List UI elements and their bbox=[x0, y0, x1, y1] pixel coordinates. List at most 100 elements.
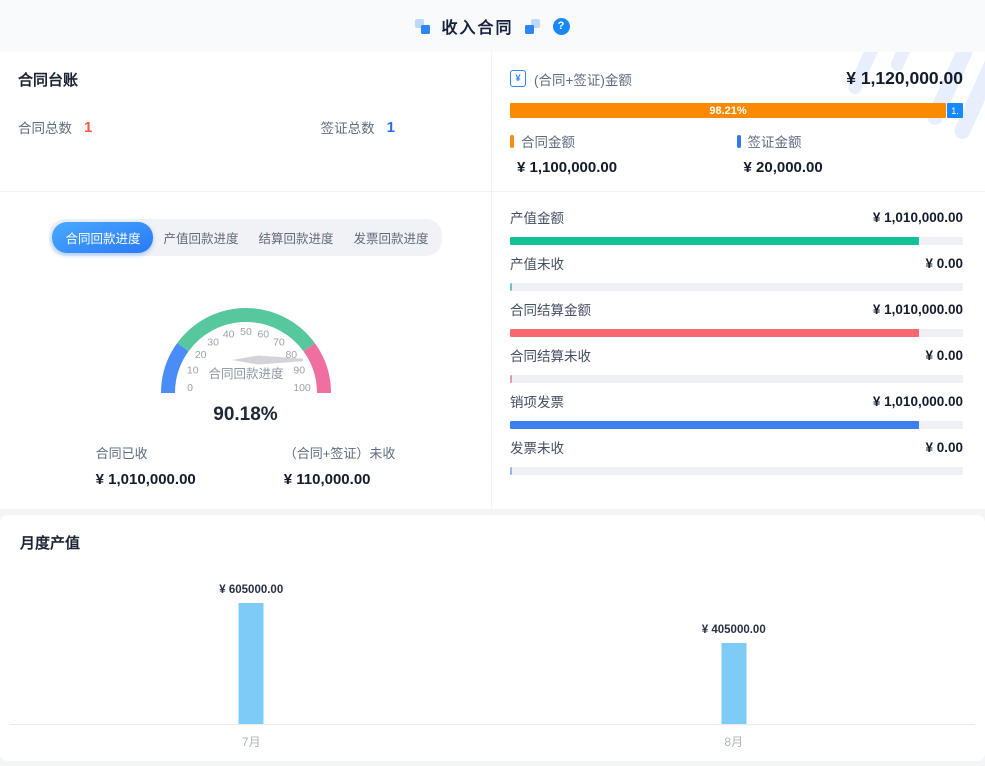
page-title: 收入合同 bbox=[441, 20, 514, 37]
contract-total-value: 1 bbox=[84, 118, 93, 136]
gauge-tick-label: 0 bbox=[187, 382, 193, 394]
gauge-segment bbox=[160, 343, 189, 394]
gauge-needle-icon bbox=[231, 355, 303, 365]
amount-total-value: ¥ 1,120,000.00 bbox=[846, 68, 963, 88]
bar-fill bbox=[510, 237, 919, 245]
bar-row-value: ¥ 0.00 bbox=[925, 255, 963, 271]
contract-amount-legend-item: 合同金额 ¥ 1,100,000.00 bbox=[510, 131, 737, 176]
help-icon[interactable]: ? bbox=[552, 17, 570, 35]
gauge-tick-label: 20 bbox=[194, 349, 206, 361]
title-deco-squares-left-icon bbox=[415, 18, 431, 34]
amount-bar-row: 产值金额 ¥ 1,010,000.00 bbox=[510, 208, 963, 245]
amount-legend: 合同金额 ¥ 1,100,000.00 签证金额 ¥ 20,000.00 bbox=[510, 131, 963, 176]
amount-progress-bar: 98.21% 1. bbox=[510, 103, 963, 118]
bar-fill bbox=[510, 421, 919, 429]
monthly-x-tick-label: 7月 bbox=[241, 735, 261, 749]
bar-row-value: ¥ 1,010,000.00 bbox=[872, 301, 963, 317]
gauge-tick-label: 80 bbox=[285, 349, 297, 361]
gauge-tick-label: 100 bbox=[293, 382, 311, 394]
bar-row-label: 产值未收 bbox=[510, 257, 564, 272]
gauge-segment bbox=[302, 343, 331, 394]
monthly-output-card: 月度产值 ¥ 605000.00 ¥ 405000.00 7月 8月 bbox=[0, 515, 985, 761]
bar-row-value: ¥ 1,010,000.00 bbox=[872, 209, 963, 225]
gauge-tick-label: 50 bbox=[240, 326, 252, 338]
unreceived-label: （合同+签证）未收 bbox=[283, 446, 396, 461]
gauge-tick-label: 60 bbox=[257, 329, 269, 341]
received-label: 合同已收 bbox=[95, 446, 148, 461]
bill-icon: ¥ bbox=[510, 70, 526, 87]
unreceived-stat: （合同+签证）未收 ¥ 110,000.00 bbox=[284, 443, 396, 488]
amount-summary-card: ¥ (合同+签证)金额 ¥ 1,120,000.00 98.21% 1. 合同金… bbox=[491, 52, 985, 191]
monthly-bar bbox=[721, 643, 747, 724]
progress-tabs: 合同回款进度 产值回款进度 结算回款进度 发票回款进度 bbox=[49, 219, 442, 256]
gauge-tick-label: 40 bbox=[222, 329, 234, 341]
monthly-output-title: 月度产值 bbox=[20, 535, 81, 552]
bar-row-label: 合同结算未收 bbox=[510, 349, 591, 364]
gauge-segment bbox=[176, 308, 315, 352]
bar-row-value: ¥ 0.00 bbox=[925, 439, 963, 455]
amount-bars: 产值金额 ¥ 1,010,000.00 产值未收 ¥ 0.00 合同结算金额 ¥ 1,01… bbox=[510, 208, 963, 475]
bar-row-value: ¥ 1,010,000.00 bbox=[872, 393, 963, 409]
bar-track bbox=[510, 421, 963, 429]
contract-amount-value: ¥ 1,100,000.00 bbox=[517, 159, 618, 176]
gauge-tick-label: 70 bbox=[273, 337, 285, 349]
unreceived-value: ¥ 110,000.00 bbox=[283, 471, 371, 488]
bar-track bbox=[510, 467, 963, 475]
gauge-center-label: 合同回款进度 bbox=[208, 366, 284, 381]
bar-fill bbox=[510, 375, 513, 383]
amount-bars-panel: 产值金额 ¥ 1,010,000.00 产值未收 ¥ 0.00 合同结算金额 ¥ 1,01… bbox=[491, 191, 985, 509]
visa-total-label: 签证总数 bbox=[320, 121, 375, 136]
ledger-stats: 合同总数 1 签证总数 1 bbox=[18, 117, 473, 137]
amount-bar-row: 销项发票 ¥ 1,010,000.00 bbox=[510, 392, 963, 429]
amount-label: (合同+签证)金额 bbox=[534, 72, 632, 88]
bar-row-value: ¥ 0.00 bbox=[925, 347, 963, 363]
visa-amount-value: ¥ 20,000.00 bbox=[743, 159, 823, 176]
bar-track bbox=[510, 283, 963, 291]
bar-track bbox=[510, 237, 963, 245]
bar-fill bbox=[510, 329, 919, 337]
visa-amount-marker-icon bbox=[736, 134, 741, 148]
recovery-gauge-card: 合同回款进度 产值回款进度 结算回款进度 发票回款进度 合同回款进度 0 10 20 30 4… bbox=[0, 191, 491, 509]
tab-4[interactable]: 发票回款进度 bbox=[353, 232, 429, 246]
received-value: ¥ 1,010,000.00 bbox=[95, 471, 196, 488]
gauge-tick-label: 90 bbox=[293, 365, 305, 377]
main-panel: 合同台账 合同总数 1 签证总数 1 ¥ (合同+签证)金额 ¥ 1,120,0… bbox=[0, 52, 985, 509]
gauge-tick-label: 30 bbox=[207, 337, 219, 349]
visa-total-value: 1 bbox=[386, 118, 395, 136]
page-header: 收入合同 ? bbox=[0, 0, 985, 52]
ledger-title: 合同台账 bbox=[18, 72, 79, 89]
monthly-bar-value-label: ¥ 605000.00 bbox=[219, 584, 284, 596]
title-deco-squares-right-icon bbox=[524, 18, 540, 34]
monthly-x-tick-label: 8月 bbox=[724, 735, 744, 749]
amount-progress-main: 98.21% bbox=[510, 103, 946, 118]
bar-fill bbox=[510, 283, 513, 291]
monthly-bar-value-label: ¥ 405000.00 bbox=[701, 624, 766, 636]
tab-1[interactable]: 合同回款进度 bbox=[52, 222, 154, 253]
contract-amount-label: 合同金额 bbox=[521, 135, 575, 150]
bar-track bbox=[510, 375, 963, 383]
bar-track bbox=[510, 329, 963, 337]
monthly-x-axis: 7月 8月 bbox=[10, 724, 975, 759]
gauge-value: 90.18% bbox=[213, 404, 278, 425]
contract-total-label: 合同总数 bbox=[18, 121, 72, 136]
contract-amount-marker-icon bbox=[510, 134, 514, 148]
bar-row-label: 销项发票 bbox=[510, 395, 564, 410]
gauge-stats: 合同已收 ¥ 1,010,000.00 （合同+签证）未收 ¥ 110,000.… bbox=[0, 443, 491, 488]
monthly-bar-chart: ¥ 605000.00 ¥ 405000.00 bbox=[10, 569, 975, 724]
gauge-tick-label: 10 bbox=[186, 365, 198, 377]
amount-progress-tail: 1. bbox=[947, 103, 963, 118]
tab-2[interactable]: 产值回款进度 bbox=[163, 232, 239, 246]
contract-total-stat: 合同总数 1 bbox=[18, 117, 92, 137]
bar-fill bbox=[510, 467, 513, 475]
amount-bar-row: 合同结算金额 ¥ 1,010,000.00 bbox=[510, 300, 963, 337]
visa-amount-legend-item: 签证金额 ¥ 20,000.00 bbox=[736, 131, 964, 176]
gauge-chart: 合同回款进度 0 10 20 30 40 50 60 70 80 90 100 90.18% bbox=[136, 281, 356, 426]
bar-row-label: 发票未收 bbox=[510, 441, 564, 456]
contract-ledger-card: 合同台账 合同总数 1 签证总数 1 bbox=[0, 52, 491, 191]
bar-row-label: 合同结算金额 bbox=[510, 303, 591, 318]
monthly-bar bbox=[238, 603, 264, 724]
amount-bar-row: 产值未收 ¥ 0.00 bbox=[510, 254, 963, 291]
tab-3[interactable]: 结算回款进度 bbox=[258, 232, 334, 246]
visa-total-stat: 签证总数 1 bbox=[321, 117, 395, 137]
